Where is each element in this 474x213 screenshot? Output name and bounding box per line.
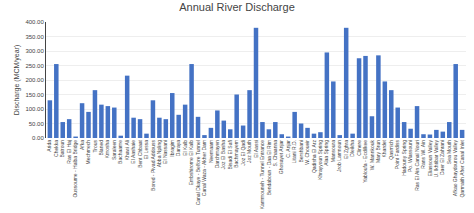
svg-text:Oussoume - Halba Bridge: Oussoume - Halba Bridge [72,140,78,198]
svg-text:Qarmaith After Canal Inlet: Qarmaith After Canal Inlet [459,139,465,197]
svg-text:Bored - Pivad Addouss: Bored - Pivad Addouss [150,140,156,191]
svg-text:50.00: 50.00 [29,121,45,127]
svg-text:El Kalb: El Kalb [182,140,188,156]
svg-text:W. Choueir: W. Choueir [304,140,310,165]
svg-text:Afkao Ghaydourou Valley: Afkao Ghaydourou Valley [452,140,458,197]
svg-text:150.00: 150.00 [25,92,44,98]
svg-text:Po. Wlassouni: Po. Wlassouni [407,140,413,172]
svg-text:Ibragim: Ibragim [169,140,175,157]
svg-text:200.00: 200.00 [25,77,44,83]
svg-text:Blaned: Blaned [98,140,104,156]
svg-text:Sea Mouth: Sea Mouth [446,140,452,164]
svg-text:El Lessa: El Lessa [143,140,149,159]
svg-text:Discharge (MCM/year): Discharge (MCM/year) [13,45,21,115]
svg-text:Neemaam: Neemaam [208,140,214,163]
svg-text:El Nassani: El Nassani [162,140,168,164]
svg-text:Qadisha El Arz: Qadisha El Arz [311,140,317,174]
svg-text:Bendaboun - Daa El Rim: Bendaboun - Daa El Rim [266,140,272,195]
svg-text:Eliassoun Valley: Eliassoun Valley [427,140,433,177]
svg-text:Alaa Spring: Alaa Spring [323,140,329,166]
svg-text:S. Chaanna: S. Chaanna [272,140,278,167]
svg-text:Saraleen: Saraleen [111,140,117,160]
svg-text:Arida: Arida [46,140,52,152]
svg-text:Ras El Haj: Ras El Haj [66,140,72,164]
svg-text:Bent Chbaat: Bent Chbaat [137,139,143,167]
svg-text:Ghosayet Anjar: Ghosayet Anjar [278,140,284,175]
svg-text:Khrayyoun Spring: Khrayyoun Spring [317,140,323,180]
svg-text:U. Ikhtibar Valley: U. Ikhtibar Valley [433,140,439,178]
svg-text:W. Mannkouk: W. Mannkouk [369,140,375,171]
svg-text:Khawi Ali: Khawi Ali [124,140,130,160]
svg-text:Clinere: Clinere [356,140,362,156]
svg-text:Ras El Ain Canal Nouri: Ras El Ain Canal Nouri [414,140,420,191]
svg-text:Bisadi El Safi: Bisadi El Safi [227,140,233,169]
svg-text:Qasmich: Qasmich [388,140,394,160]
svg-text:Chekka: Chekka [53,140,59,157]
svg-text:300.00: 300.00 [25,48,44,54]
svg-text:Afka: Afka [79,140,85,150]
svg-text:Joz Mouth: Joz Mouth [246,140,252,163]
svg-text:Litani R.D.: Litani R.D. [291,140,297,163]
svg-text:400.00: 400.00 [25,19,44,25]
svg-text:El Aassi: El Aassi [253,140,259,158]
svg-text:Daer El Zahrani: Daer El Zahrani [439,140,445,175]
svg-text:Bachaame: Bachaame [117,140,123,164]
svg-text:Mechmech: Mechmech [85,140,91,165]
svg-text:Dleikha: Dleikha [349,140,355,157]
svg-text:Khardet: Khardet [381,139,387,157]
svg-text:350.00: 350.00 [25,34,44,40]
svg-text:0.00: 0.00 [32,135,44,141]
svg-text:Point Fardiss: Point Fardiss [394,140,400,170]
svg-text:Abba Npling: Abba Npling [156,140,162,167]
svg-text:Embshirome El Kalb: Embshirome El Kalb [188,140,194,186]
svg-text:Joz El Basha: Joz El Basha [220,140,226,169]
svg-text:El Aashaie: El Aashaie [130,140,136,164]
svg-text:Darchmayen: Darchmayen [214,140,220,169]
svg-text:Canal Waza - Akher Dam: Canal Waza - Akher Dam [201,140,207,196]
svg-text:Batroun: Batroun [59,140,65,158]
svg-text:Joz El Qadi: Joz El Qadi [240,140,246,166]
svg-text:Daraya: Daraya [175,140,181,156]
svg-text:Bershbani: Bershbani [298,140,304,163]
svg-text:Kammouneh - Tunnel Entrance: Kammouneh - Tunnel Entrance [259,140,265,209]
svg-text:Jrob Lamnoun: Jrob Lamnoun [336,140,342,172]
svg-text:Bachmayem: Bachmayem [233,140,239,168]
svg-text:250.00: 250.00 [25,63,44,69]
svg-text:C. Anjar: C. Anjar [285,140,291,158]
svg-text:100.00: 100.00 [25,106,44,112]
svg-text:Annual River Discharge: Annual River Discharge [179,1,295,13]
svg-text:Mansoura: Mansoura [330,140,336,162]
svg-text:Rans Wl. Ain: Rans Wl. Ain [420,140,426,169]
svg-text:Yabloufa - Ecdilkee: Yabloufa - Ecdilkee [362,140,368,183]
svg-text:Kmosha: Kmosha [104,140,110,159]
svg-text:Canal Dkaye - Belfore Tunnel: Canal Dkaye - Belfore Tunnel [195,140,201,205]
svg-text:El Zghra: El Zghra [343,140,349,159]
svg-text:Mary Brun: Mary Brun [375,140,381,163]
svg-text:Trous: Trous [92,140,98,153]
svg-text:Hadouny Spring: Hadouny Spring [401,140,407,176]
